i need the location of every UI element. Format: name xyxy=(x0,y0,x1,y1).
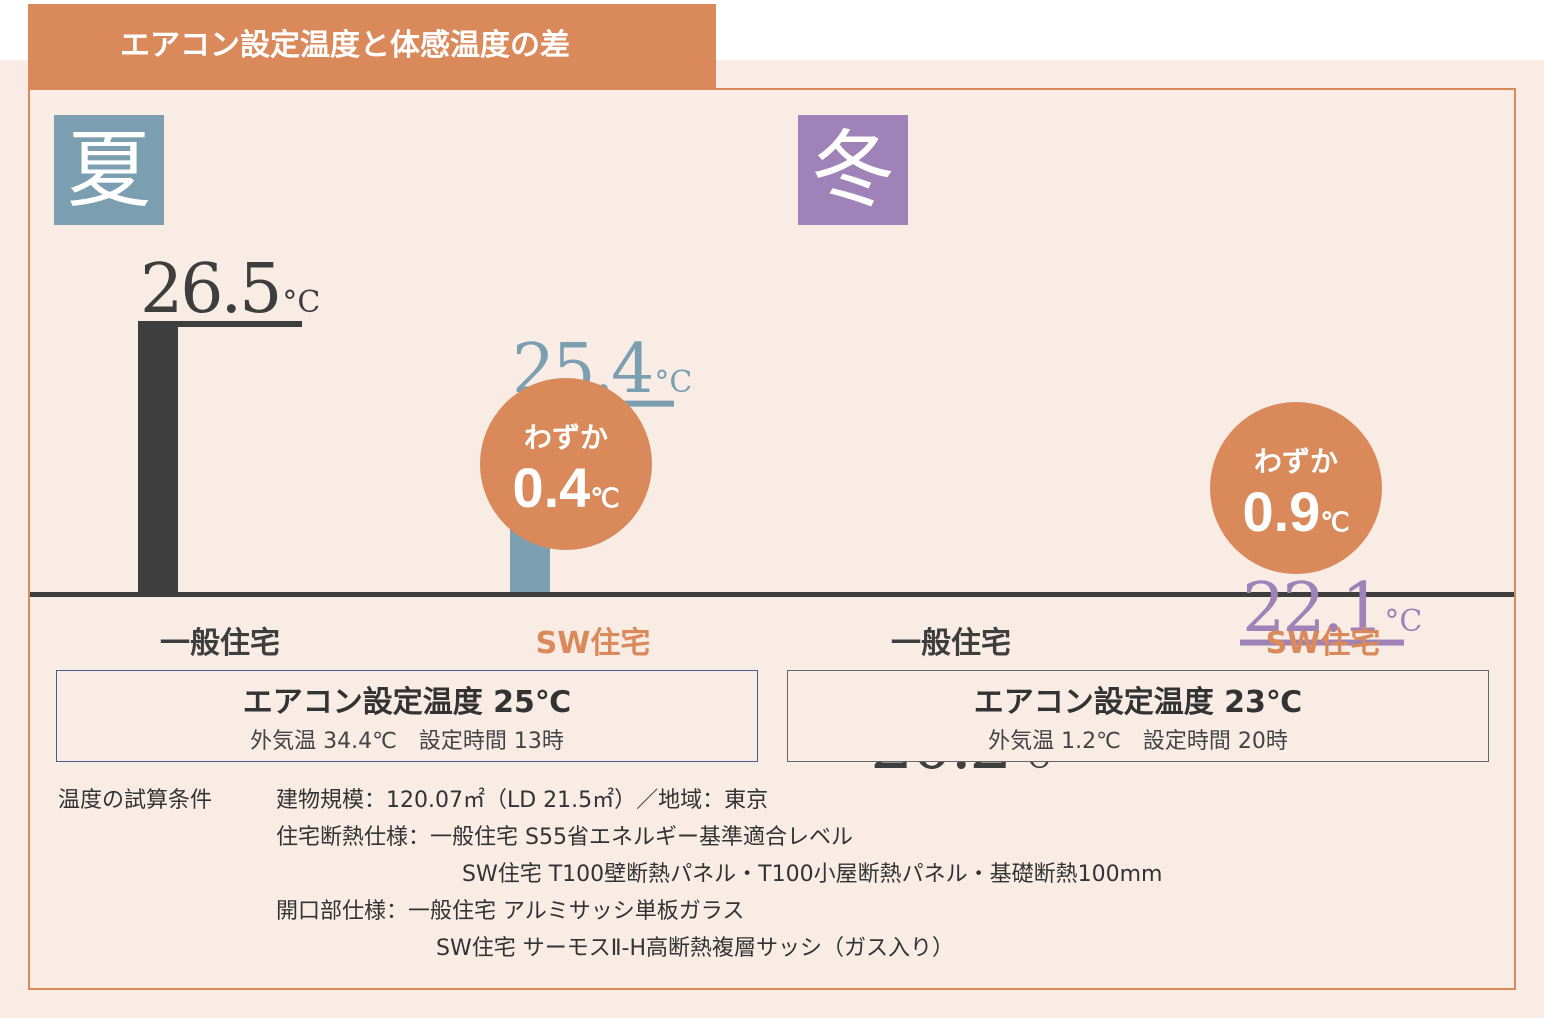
category-label-summer-normal: 一般住宅 xyxy=(160,626,280,661)
difference-badge-winter: わずか 0.9℃ xyxy=(1210,402,1382,574)
winter-conditions-box: エアコン設定温度 23℃ 外気温 1.2℃ 設定時間 20時 xyxy=(787,670,1489,762)
value-label-summer-normal: 26.5 °C xyxy=(140,256,320,324)
difference-prefix: わずか xyxy=(1253,445,1338,478)
season-summer-badge: 夏 xyxy=(54,115,164,225)
summer-conditions-box: エアコン設定温度 25℃ 外気温 34.4℃ 設定時間 13時 xyxy=(56,670,758,762)
value-unit: °C xyxy=(654,364,693,400)
chart-frame xyxy=(28,88,1516,990)
chart-title: エアコン設定温度と体感温度の差 xyxy=(28,4,716,88)
condition-line: 開口部仕様：一般住宅 アルミサッシ単板ガラス xyxy=(276,899,745,924)
value-unit: °C xyxy=(282,285,321,320)
condition-line: 建物規模：120.07㎡（LD 21.5㎡）／地域：東京 xyxy=(276,788,769,813)
condition-line: SW住宅 サーモスⅡ-H高断熱複層サッシ（ガス入り） xyxy=(436,936,955,961)
category-label-summer-sw: SW住宅 xyxy=(535,626,651,661)
difference-value: 0.4℃ xyxy=(512,456,620,519)
category-label-winter-sw: SW住宅 xyxy=(1265,626,1381,661)
difference-badge-summer: わずか 0.4℃ xyxy=(480,378,652,550)
bar-cap-0 xyxy=(138,321,302,327)
value-number: 22.1 xyxy=(1242,568,1384,648)
value-number: 26.5 xyxy=(140,250,282,329)
condition-line: 住宅断熱仕様：一般住宅 S55省エネルギー基準適合レベル xyxy=(276,825,853,850)
difference-value: 0.9℃ xyxy=(1242,480,1350,543)
summer-outdoor-info: 外気温 34.4℃ 設定時間 13時 xyxy=(250,729,564,754)
bar-cap-3 xyxy=(1240,639,1404,646)
difference-prefix: わずか xyxy=(523,421,608,454)
value-label-winter-sw: 22.1 °C xyxy=(1242,574,1423,643)
condition-line: SW住宅 T100壁断熱パネル・T100小屋断熱パネル・基礎断熱100mm xyxy=(462,862,1163,887)
conditions-label: 温度の試算条件 xyxy=(58,788,213,813)
winter-setpoint: エアコン設定温度 23℃ xyxy=(973,685,1303,720)
bar-0 xyxy=(138,324,178,594)
summer-setpoint: エアコン設定温度 25℃ xyxy=(242,685,572,720)
winter-outdoor-info: 外気温 1.2℃ 設定時間 20時 xyxy=(988,729,1288,754)
value-unit: °C xyxy=(1384,603,1423,639)
chart-baseline xyxy=(30,592,1514,597)
category-label-winter-normal: 一般住宅 xyxy=(891,626,1011,661)
season-winter-badge: 冬 xyxy=(798,115,908,225)
